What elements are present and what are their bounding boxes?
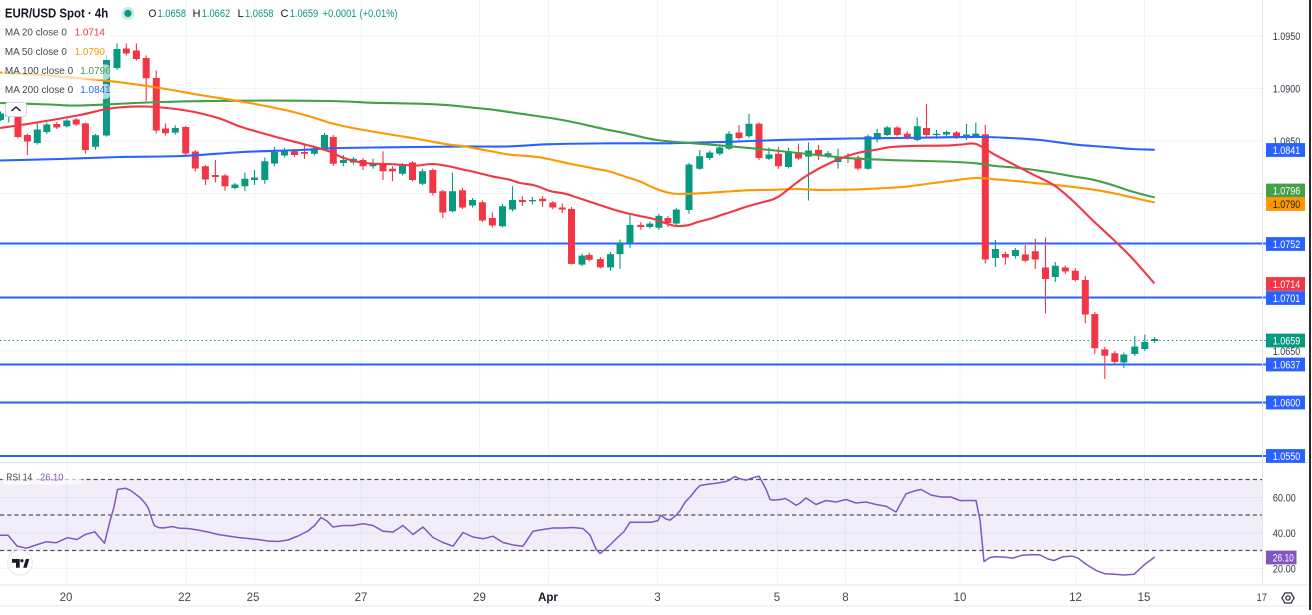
svg-text:MA 100 close 0: MA 100 close 0: [5, 66, 74, 77]
svg-text:1.0841: 1.0841: [80, 85, 111, 96]
svg-text:17: 17: [1257, 592, 1268, 604]
svg-text:1.0790: 1.0790: [75, 47, 106, 58]
svg-text:1.0714: 1.0714: [75, 28, 106, 39]
svg-text:26.10: 26.10: [40, 473, 64, 484]
svg-text:MA 50 close 0: MA 50 close 0: [5, 47, 67, 58]
svg-text:+0.0001: +0.0001: [323, 8, 357, 20]
svg-text:C: C: [281, 8, 289, 20]
svg-text:RSI 14: RSI 14: [6, 473, 32, 484]
svg-text:1.0950: 1.0950: [1273, 31, 1301, 43]
svg-text:1.0796: 1.0796: [80, 66, 111, 77]
svg-text:8: 8: [842, 592, 848, 604]
svg-text:1.0796: 1.0796: [1273, 185, 1301, 197]
svg-text:MA 20 close 0: MA 20 close 0: [5, 28, 67, 39]
svg-text:1.0650: 1.0650: [1273, 346, 1301, 358]
svg-text:MA 200 close 0: MA 200 close 0: [5, 85, 74, 96]
svg-text:1.0600: 1.0600: [1273, 397, 1301, 409]
svg-text:1.0752: 1.0752: [1273, 239, 1301, 251]
svg-text:O: O: [148, 8, 156, 20]
svg-text:3: 3: [654, 592, 660, 604]
svg-text:Apr: Apr: [538, 592, 558, 604]
svg-text:20: 20: [60, 592, 73, 604]
svg-text:L: L: [238, 8, 244, 20]
svg-text:1.0790: 1.0790: [1273, 199, 1301, 211]
svg-text:1.0701: 1.0701: [1273, 293, 1301, 305]
svg-text:29: 29: [473, 592, 486, 604]
svg-text:26.10: 26.10: [1273, 552, 1294, 564]
svg-text:1.0662: 1.0662: [202, 8, 231, 20]
svg-text:20.00: 20.00: [1273, 564, 1296, 576]
svg-text:EUR/USD Spot · 4h: EUR/USD Spot · 4h: [5, 6, 108, 20]
svg-text:10: 10: [954, 592, 967, 604]
svg-text:25: 25: [247, 592, 260, 604]
svg-text:1.0841: 1.0841: [1273, 145, 1301, 157]
svg-text:1.0714: 1.0714: [1273, 279, 1301, 291]
svg-text:1.0658: 1.0658: [245, 8, 274, 20]
svg-text:1.0900: 1.0900: [1273, 83, 1301, 95]
svg-text:1.0658: 1.0658: [158, 8, 187, 20]
svg-text:1.0637: 1.0637: [1273, 359, 1301, 371]
svg-text:12: 12: [1069, 592, 1082, 604]
svg-text:1.0659: 1.0659: [290, 8, 319, 20]
svg-text:(+0.01%): (+0.01%): [360, 8, 398, 20]
svg-text:1.0659: 1.0659: [1273, 335, 1301, 347]
svg-text:60.00: 60.00: [1273, 492, 1296, 504]
svg-text:27: 27: [355, 592, 368, 604]
svg-text:40.00: 40.00: [1273, 528, 1296, 540]
svg-text:22: 22: [178, 592, 191, 604]
svg-text:H: H: [193, 8, 201, 20]
svg-text:1.0550: 1.0550: [1273, 451, 1301, 463]
svg-text:15: 15: [1138, 592, 1151, 604]
svg-text:5: 5: [774, 592, 780, 604]
